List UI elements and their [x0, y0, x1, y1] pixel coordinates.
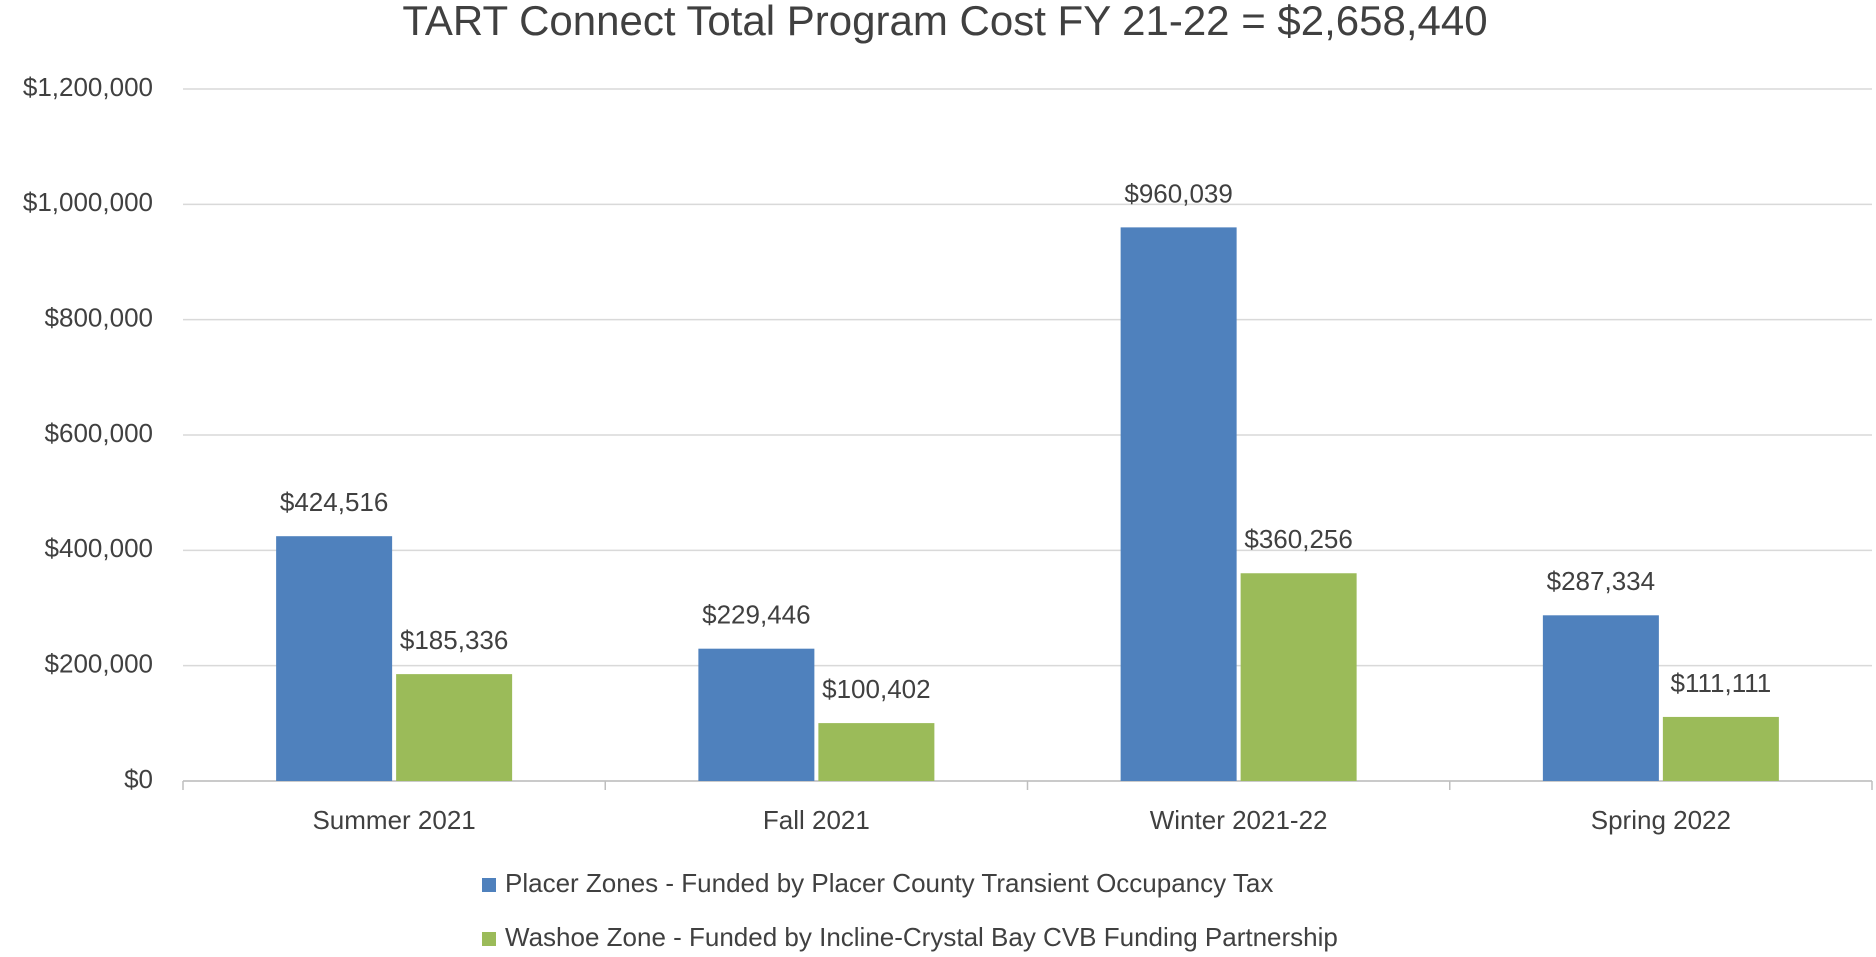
bar	[818, 723, 935, 781]
y-tick-label: $200,000	[45, 649, 153, 679]
data-label: $185,336	[400, 625, 508, 655]
x-tick-label: Summer 2021	[312, 805, 475, 835]
data-label: $111,111	[1671, 668, 1772, 698]
y-tick-label: $1,000,000	[23, 187, 153, 217]
y-tick-label: $800,000	[45, 303, 153, 333]
bar	[698, 648, 815, 781]
bar	[1120, 227, 1237, 781]
legend-swatch	[482, 878, 496, 892]
data-label: $229,446	[702, 600, 810, 630]
x-tick-label: Spring 2022	[1591, 805, 1731, 835]
y-tick-label: $600,000	[45, 418, 153, 448]
data-label: $360,256	[1244, 524, 1352, 554]
data-label: $424,516	[280, 487, 388, 517]
data-label: $960,039	[1124, 178, 1232, 208]
legend-label: Placer Zones - Funded by Placer County T…	[505, 868, 1273, 898]
chart-title: TART Connect Total Program Cost FY 21-22…	[402, 0, 1487, 44]
y-tick-label: $0	[124, 764, 153, 794]
bar	[1240, 573, 1357, 781]
x-tick-label: Winter 2021-22	[1150, 805, 1328, 835]
bar	[1542, 615, 1659, 781]
data-label: $100,402	[822, 674, 930, 704]
bar	[276, 536, 393, 781]
legend-swatch	[482, 932, 496, 946]
y-tick-label: $400,000	[45, 533, 153, 563]
y-tick-label: $1,200,000	[23, 72, 153, 102]
legend-label: Washoe Zone - Funded by Incline-Crystal …	[505, 922, 1338, 952]
x-tick-label: Fall 2021	[763, 805, 870, 835]
bar	[1662, 716, 1779, 781]
data-label: $287,334	[1547, 566, 1655, 596]
bar	[396, 674, 513, 781]
